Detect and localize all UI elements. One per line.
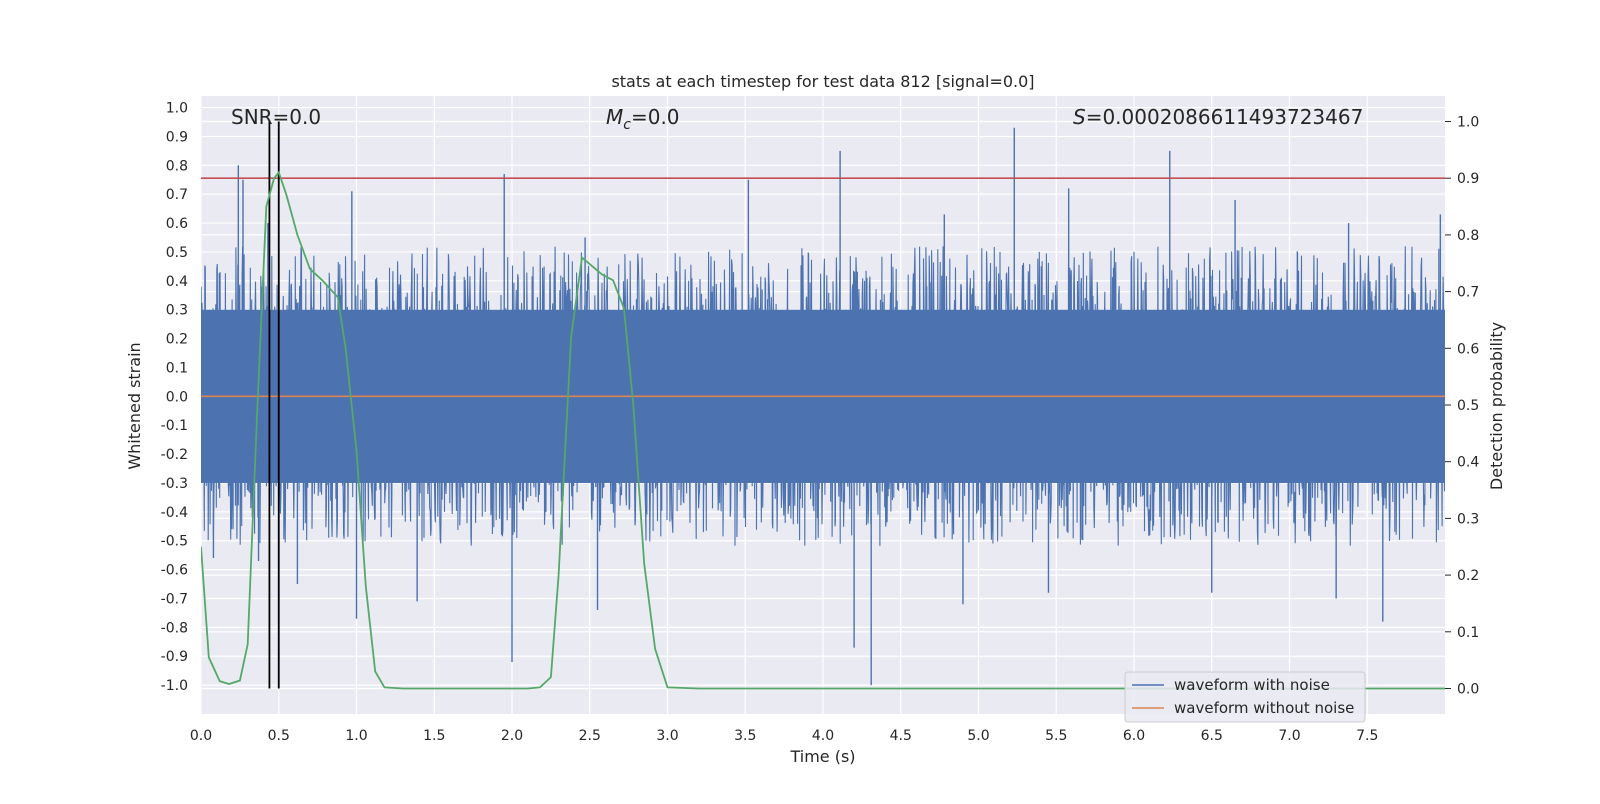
y-tick-label: 0.0	[166, 389, 188, 405]
y-tick-label: 0.7	[166, 187, 188, 203]
x-tick-label: 5.0	[967, 728, 989, 744]
y-tick-label: 0.8	[166, 158, 188, 174]
y-tick-label: -0.7	[161, 591, 188, 607]
legend-label-clean: waveform without noise	[1174, 699, 1354, 717]
y2-axis-ticks: 1.0 0.9 0.8 0.7 0.6 0.5 0.4 0.3 0.2 0.1 0.0	[1445, 115, 1479, 697]
x-axis-label: Time (s)	[789, 747, 855, 766]
y-tick-label: -0.9	[161, 649, 188, 665]
x-tick-label: 6.5	[1201, 728, 1223, 744]
x-tick-label: 2.0	[501, 728, 523, 744]
y-tick-label: -0.1	[161, 418, 188, 434]
chirp-mass-value: =0.0	[631, 105, 680, 129]
y-tick-label: -0.2	[161, 447, 188, 463]
y2-tick-label: 0.4	[1457, 455, 1479, 471]
y2-tick-label: 0.0	[1457, 681, 1479, 697]
y-axis-label: Whitened strain	[125, 342, 144, 469]
score-symbol: S	[1073, 105, 1086, 129]
y-tick-label: 0.2	[166, 332, 188, 348]
x-tick-label: 1.0	[345, 728, 367, 744]
chirp-mass-symbol: M	[606, 105, 623, 129]
x-tick-label: 2.5	[579, 728, 601, 744]
y-tick-label: 1.0	[166, 101, 188, 117]
x-tick-label: 4.0	[812, 728, 834, 744]
y2-tick-label: 0.3	[1457, 511, 1479, 527]
overlay-marks	[201, 121, 1445, 690]
x-axis-ticks: 0.0 0.5 1.0 1.5 2.0 2.5 3.0 3.5 4.0 4.5 5.0 5.5 6.0 6…	[190, 728, 1379, 744]
snr-annotation: SNR=0.0	[231, 105, 321, 129]
y-tick-label: 0.9	[166, 129, 188, 145]
x-tick-label: 4.5	[890, 728, 912, 744]
x-tick-label: 3.0	[656, 728, 678, 744]
y2-tick-label: 0.1	[1457, 625, 1479, 641]
y-tick-label: -0.6	[161, 563, 188, 579]
y-tick-label: 0.5	[166, 245, 188, 261]
y2-axis-label: Detection probability	[1487, 322, 1506, 490]
y-tick-label: -0.8	[161, 620, 188, 636]
y-tick-label: -0.3	[161, 476, 188, 492]
y2-tick-label: 0.5	[1457, 398, 1479, 414]
y-tick-label: -0.5	[161, 534, 188, 550]
y-tick-label: 0.1	[166, 360, 188, 376]
chart-title: stats at each timestep for test data 812…	[611, 72, 1034, 91]
score-value: =0.0002086611493723467	[1086, 105, 1364, 129]
x-tick-label: 5.5	[1045, 728, 1067, 744]
y2-tick-label: 0.6	[1457, 341, 1479, 357]
y2-tick-label: 0.2	[1457, 568, 1479, 584]
y2-tick-label: 0.7	[1457, 285, 1479, 301]
chirp-mass-annotation: Mc=0.0	[606, 105, 680, 133]
x-tick-label: 7.5	[1356, 728, 1378, 744]
legend-label-noise: waveform with noise	[1174, 676, 1330, 694]
chirp-mass-subscript: c	[623, 117, 631, 133]
y-tick-label: -1.0	[161, 678, 188, 694]
score-annotation: S=0.0002086611493723467	[1073, 105, 1363, 129]
y-tick-label: -0.4	[161, 505, 188, 521]
legend: waveform with noise waveform without noi…	[1124, 671, 1366, 723]
y-axis-ticks: 1.0 0.9 0.8 0.7 0.6 0.5 0.4 0.3 0.2 0.1 0.0 -0.1 -0.…	[161, 101, 188, 695]
y2-tick-label: 0.8	[1457, 228, 1479, 244]
x-tick-label: 3.5	[734, 728, 756, 744]
y-tick-label: 0.3	[166, 303, 188, 319]
y-tick-label: 0.4	[166, 274, 188, 290]
legend-box	[1124, 671, 1366, 723]
x-tick-label: 0.0	[190, 728, 212, 744]
x-tick-label: 0.5	[268, 728, 290, 744]
y2-tick-label: 1.0	[1457, 115, 1479, 131]
x-tick-label: 6.0	[1123, 728, 1145, 744]
y-tick-label: 0.6	[166, 216, 188, 232]
y2-tick-label: 0.9	[1457, 171, 1479, 187]
x-tick-label: 1.5	[423, 728, 445, 744]
detection-probability-line	[201, 170, 1445, 690]
x-tick-label: 7.0	[1278, 728, 1300, 744]
